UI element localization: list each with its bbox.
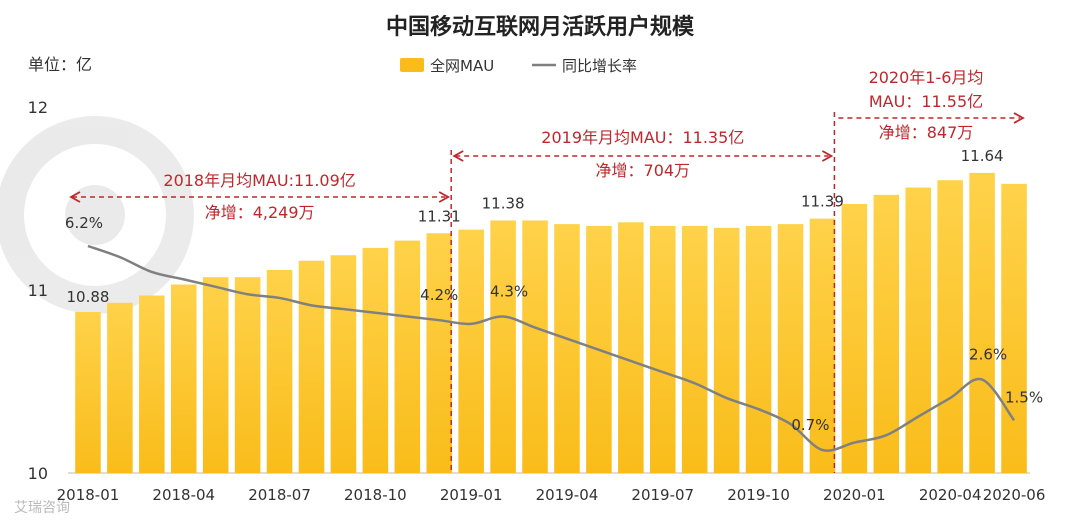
bar-2019-06 — [618, 222, 644, 473]
unit-label: 单位：亿 — [28, 55, 92, 74]
x-tick-label: 2018-01 — [57, 486, 120, 504]
period-annotation: 2019年月均MAU：11.35亿 — [541, 128, 744, 147]
x-tick-label: 2019-01 — [440, 486, 503, 504]
chart-title: 中国移动互联网月活跃用户规模 — [386, 14, 695, 40]
period-annotation: 2020年1-6月均 — [869, 68, 984, 87]
period-annotation: 净增：704万 — [596, 161, 691, 180]
bar-2020-03 — [905, 187, 932, 473]
bar-2018-03 — [139, 295, 165, 473]
y-tick-label: 11 — [28, 281, 48, 300]
legend-bar-swatch — [400, 58, 424, 72]
growth-value-label: 2.6% — [969, 346, 1007, 364]
growth-value-label: 4.3% — [490, 282, 528, 300]
watermark-logo — [0, 116, 194, 314]
bar-labels: 10.88 11.31 11.38 11.39 11.64 — [66, 147, 1003, 306]
bar-2019-08 — [681, 225, 708, 473]
bar-2018-10 — [362, 247, 389, 473]
growth-value-label: 1.5% — [1005, 388, 1043, 406]
growth-value-label: 0.7% — [791, 416, 829, 434]
bar-2019-12 — [809, 218, 836, 473]
bar-value-label: 11.31 — [418, 207, 461, 225]
bar-2018-04 — [170, 284, 197, 473]
bar-2018-05 — [202, 277, 229, 473]
bar-2018-01 — [75, 311, 101, 473]
growth-rate-line — [87, 244, 1016, 452]
bar-2020-06 — [1001, 183, 1027, 474]
bar-2020-05 — [969, 172, 995, 473]
period-arrow-left — [69, 191, 81, 203]
bar-2019-09 — [713, 227, 740, 473]
growth-value-label: 4.2% — [420, 286, 458, 304]
bar-2020-02 — [873, 194, 900, 473]
legend-line-label: 同比增长率 — [562, 57, 637, 75]
bar-2020-04 — [937, 180, 963, 473]
bar-2018-06 — [234, 277, 261, 473]
bar-2019-10 — [745, 225, 772, 473]
bar-2020-01 — [841, 203, 868, 474]
bars — [75, 172, 1027, 474]
bar-2019-01 — [458, 229, 484, 473]
bar-2018-12 — [426, 233, 453, 473]
bar-2018-11 — [394, 240, 421, 473]
y-axis: 10 11 12 — [28, 98, 48, 483]
bar-2018-08 — [298, 260, 325, 473]
bar-2019-07 — [649, 225, 676, 473]
watermark-text: 艾瑞咨询 — [14, 500, 70, 516]
period-annotation: 2018年月均MAU:11.09亿 — [163, 171, 355, 190]
line-labels: 6.2% 4.2% 4.3% 0.7% 2.6% 1.5% — [65, 214, 1043, 434]
x-tick-label: 2020-01 — [823, 486, 886, 504]
x-tick-label: 2018-04 — [152, 486, 215, 504]
period-arrow-right — [821, 150, 834, 162]
x-tick-label: 2018-10 — [344, 486, 407, 504]
x-tick-label: 2019-07 — [631, 486, 694, 504]
legend: 全网MAU 同比增长率 — [400, 57, 637, 75]
growth-value-label: 6.2% — [65, 214, 103, 232]
bar-2018-02 — [107, 302, 133, 473]
x-axis: 2018-01 2018-04 2018-07 2018-10 2019-01 2019-… — [57, 486, 1046, 504]
bar-value-label: 11.39 — [801, 193, 844, 211]
y-tick-label: 10 — [28, 464, 48, 483]
period-arrow-right — [438, 191, 451, 203]
bar-value-label: 11.38 — [482, 194, 525, 212]
period-annotation: 净增：4,249万 — [205, 203, 315, 222]
bar-2018-07 — [266, 269, 293, 473]
x-tick-label: 2020-04 — [919, 486, 982, 504]
period-annotation: MAU：11.55亿 — [869, 92, 983, 111]
x-tick-label: 2018-07 — [248, 486, 311, 504]
legend-bar-label: 全网MAU — [430, 57, 494, 75]
bar-value-label: 11.64 — [961, 147, 1004, 165]
y-tick-label: 12 — [28, 98, 48, 117]
period-arrow-right — [1013, 112, 1025, 124]
x-tick-label: 2019-10 — [727, 486, 790, 504]
period-arrow-left — [452, 150, 464, 162]
bar-2019-02 — [490, 220, 516, 473]
x-tick-label: 2019-04 — [536, 486, 599, 504]
bar-2019-03 — [522, 220, 548, 473]
bar-2019-04 — [554, 224, 580, 473]
bar-2019-11 — [777, 224, 804, 473]
bar-2018-09 — [330, 255, 357, 473]
x-tick-label: 2020-06 — [983, 486, 1046, 504]
period-annotation: 净增：847万 — [879, 123, 974, 142]
bar-value-label: 10.88 — [66, 288, 109, 306]
